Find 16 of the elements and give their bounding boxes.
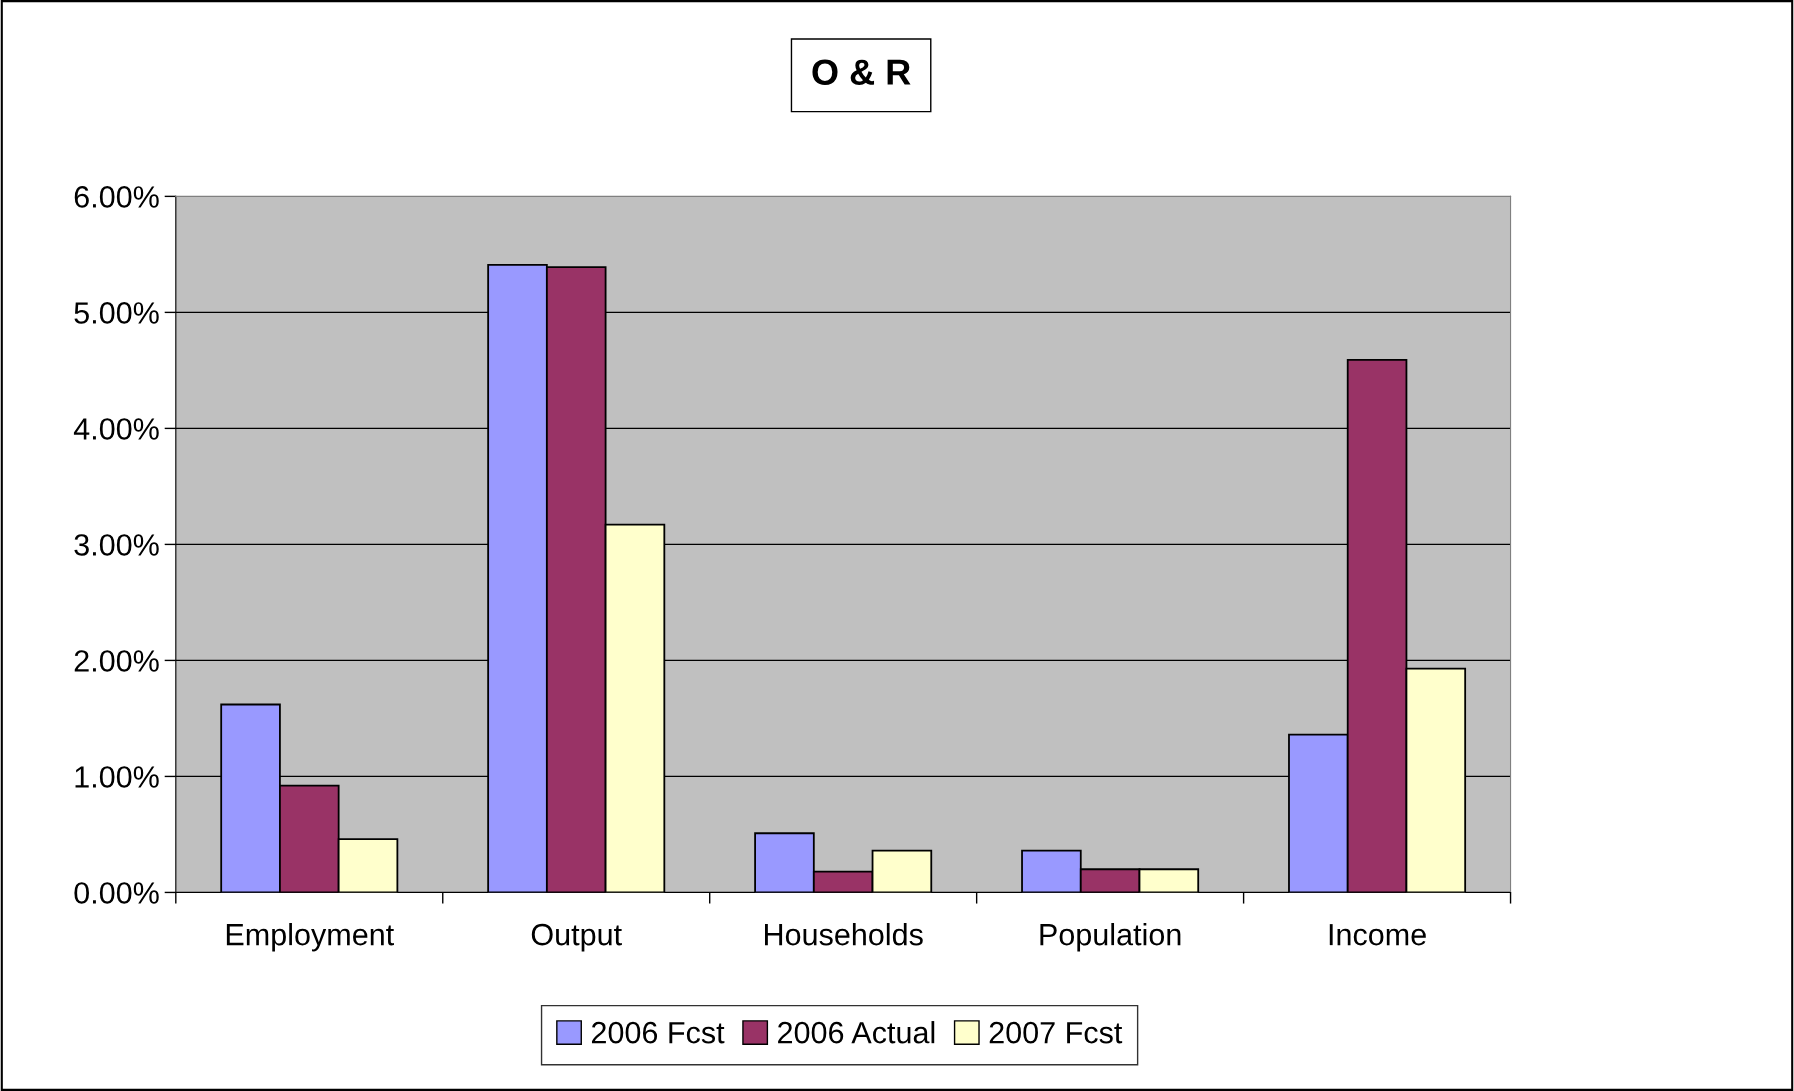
- y-tick-label: 1.00%: [75, 766, 159, 788]
- x-tick-label: Output: [531, 923, 622, 952]
- y-tick-label: 4.00%: [73, 418, 159, 440]
- y-tick-label: 5.00%: [74, 302, 159, 324]
- x-tick-label: Employment: [226, 922, 394, 952]
- x-tick-label: Population: [1040, 922, 1181, 952]
- y-tick-label: 0.00%: [74, 882, 159, 904]
- x-tick-label: Households: [765, 922, 923, 946]
- chart-title: O & R: [812, 59, 911, 85]
- y-tick-label: 6.00%: [74, 186, 159, 208]
- x-tick-label: Income: [1329, 924, 1426, 946]
- legend-label: 2006 Fcst: [591, 1021, 725, 1044]
- y-tick-label: 2.00%: [74, 650, 159, 672]
- y-tick-label: 3.00%: [74, 534, 159, 556]
- legend-label: 2006 Actual: [778, 1021, 935, 1044]
- legend-label: 2007 Fcst: [989, 1021, 1123, 1044]
